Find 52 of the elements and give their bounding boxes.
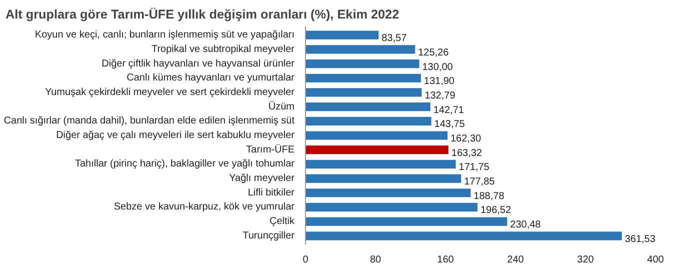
y-tick-label: Çeltik	[269, 216, 296, 228]
bar	[306, 116, 432, 126]
y-tick-label: Yumuşak çekirdekli meyveler ve sert çekirdekli meyveler	[44, 86, 296, 98]
bar	[306, 45, 416, 54]
y-tick-label: Turunçgiller	[242, 230, 296, 242]
data-label: 177,85	[464, 176, 496, 188]
y-tick-label: Canlı sığırlar (manda dahil), bunlardan elde edilen işlenmemiş süt	[4, 116, 295, 127]
y-tick-label: Tarım-ÜFE	[246, 143, 295, 156]
bar	[306, 146, 448, 154]
bar	[306, 232, 622, 240]
data-label: 230,48	[510, 220, 542, 231]
x-tick-label: 320	[577, 254, 594, 266]
data-label: 171,75	[458, 162, 490, 174]
data-label: 188,78	[474, 190, 505, 202]
text: Alt gruplara göre Tarım-ÜFE yıllık değişim oranları (%), Ekim 2022	[6, 8, 400, 22]
x-tick-label: 400	[647, 254, 664, 266]
y-tick-label: Diğer çiftlik hayvanları ve hayvansal ürünler	[102, 58, 296, 70]
data-label: 142,71	[433, 104, 464, 116]
data-label: 196,52	[480, 205, 512, 216]
data-label: 143,75	[434, 119, 466, 130]
data-label: 163,32	[451, 148, 482, 159]
y-tick-label: Sebze ve kavun-karpuz, kök ve yumrular	[114, 202, 296, 213]
data-label: 130,00	[422, 62, 454, 73]
y-tick-label: Tropikal ve subtropikal meyveler	[151, 44, 296, 55]
data-label: 83,57	[382, 33, 408, 44]
y-tick-label: Canlı kümes hayvanları ve yumurtalar	[126, 72, 296, 84]
y-tick-label: Diğer ağaç ve çalı meyveleri ile sert kabuklu meyveler	[56, 130, 296, 141]
bar	[306, 217, 508, 226]
data-label: 132,79	[424, 90, 456, 102]
bar	[306, 160, 456, 168]
bar	[306, 102, 430, 112]
data-label: 131,90	[424, 76, 455, 88]
y-tick-label: Üzüm	[268, 100, 295, 112]
x-tick-label: 240	[507, 254, 524, 266]
data-label: 361,53	[624, 234, 656, 245]
bar	[306, 59, 420, 68]
y-tick-label: Tahıllar (pirinç hariç), baklagiller ve yağlı tohumlar	[74, 158, 296, 170]
bar	[306, 131, 448, 140]
bar	[306, 74, 421, 82]
x-tick-label: 160	[437, 254, 454, 266]
y-tick-label: Lifli bitkiler	[248, 187, 296, 198]
x-tick-label: 0	[302, 254, 309, 266]
y-tick-label: Yağlı meyveler	[229, 173, 296, 184]
bar	[306, 202, 478, 212]
x-tick-label: 80	[370, 254, 382, 266]
y-tick-label: Koyun ve keçi, canlı; bunların işlenmemiş süt ve yapağıları	[34, 30, 295, 41]
bar	[306, 30, 379, 40]
bar	[306, 88, 422, 97]
bar	[306, 188, 471, 198]
bar	[306, 174, 462, 183]
data-label: 125,26	[418, 47, 450, 58]
data-label: 162,30	[450, 134, 482, 144]
